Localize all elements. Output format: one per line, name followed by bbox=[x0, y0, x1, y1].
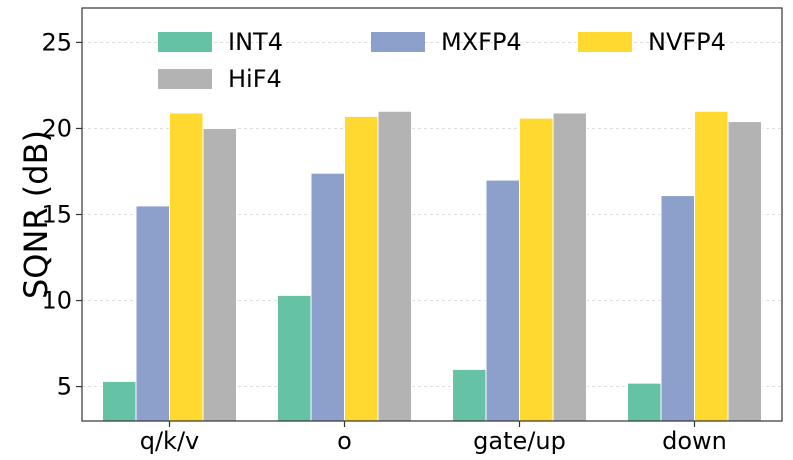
legend-label-nvfp4: NVFP4 bbox=[648, 28, 726, 56]
y-tick-label: 10 bbox=[41, 287, 72, 315]
y-tick-label: 25 bbox=[41, 28, 72, 56]
bar-hif4-0 bbox=[202, 127, 237, 422]
legend-swatch-mxfp4 bbox=[371, 32, 425, 52]
bar-nvfp4-0 bbox=[169, 112, 204, 422]
x-axis: q/k/v o gate/up down bbox=[140, 421, 727, 455]
bar-mxfp4-3 bbox=[660, 195, 695, 422]
legend-label-hif4: HiF4 bbox=[228, 65, 282, 93]
y-axis-title: SQNR (dB) bbox=[17, 130, 55, 299]
bar-hif4-3 bbox=[727, 121, 762, 422]
legend: INT4 MXFP4 NVFP4 HiF4 bbox=[158, 28, 726, 93]
x-tick-label: gate/up bbox=[473, 427, 566, 455]
legend-label-mxfp4: MXFP4 bbox=[441, 28, 522, 56]
bar-mxfp4-1 bbox=[310, 172, 345, 422]
legend-swatch-int4 bbox=[158, 32, 212, 52]
bar-nvfp4-1 bbox=[344, 115, 379, 422]
x-tick-label: o bbox=[337, 427, 352, 455]
bar-int4-0 bbox=[102, 380, 137, 422]
legend-label-int4: INT4 bbox=[228, 28, 283, 56]
bar-mxfp4-2 bbox=[485, 179, 520, 422]
bar-nvfp4-3 bbox=[694, 110, 729, 422]
y-axis: 5 10 15 20 25 bbox=[41, 28, 82, 401]
legend-swatch-nvfp4 bbox=[578, 32, 632, 52]
x-tick-label: q/k/v bbox=[140, 427, 200, 455]
bar-hif4-1 bbox=[377, 110, 412, 422]
y-tick-label: 15 bbox=[41, 201, 72, 229]
bar-nvfp4-2 bbox=[519, 117, 554, 422]
bars bbox=[102, 110, 762, 422]
x-tick-label: down bbox=[662, 427, 727, 455]
legend-swatch-hif4 bbox=[158, 69, 212, 89]
bar-mxfp4-0 bbox=[135, 205, 170, 422]
bar-int4-2 bbox=[452, 368, 487, 422]
bar-int4-3 bbox=[627, 382, 662, 422]
y-tick-label: 5 bbox=[57, 373, 72, 401]
bar-int4-1 bbox=[277, 294, 312, 422]
y-tick-label: 20 bbox=[41, 114, 72, 142]
bar-hif4-2 bbox=[552, 112, 587, 422]
